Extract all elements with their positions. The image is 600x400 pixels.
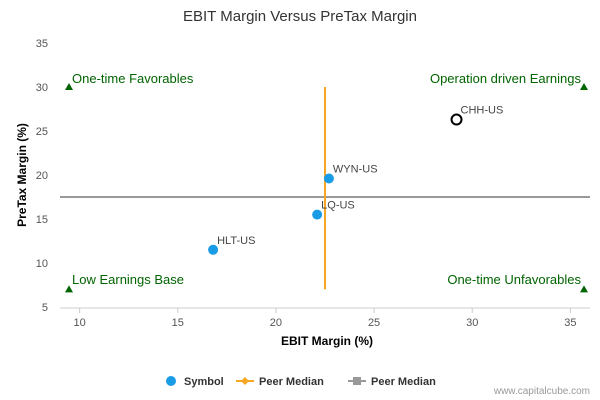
data-point-label: WYN-US	[333, 164, 378, 176]
chart-title: EBIT Margin Versus PreTax Margin	[183, 8, 417, 25]
legend-label: Peer Median	[259, 376, 324, 388]
x-tick-label: 30	[466, 317, 478, 329]
quadrant-label-bottom-right: One-time Unfavorables	[447, 272, 581, 287]
x-tick-label: 20	[270, 317, 282, 329]
legend-label: Symbol	[184, 376, 224, 388]
quadrant-marker-icon	[580, 285, 588, 293]
quadrant-marker-icon	[65, 83, 73, 90]
y-tick-label: 5	[42, 302, 48, 314]
x-tick-label: 25	[368, 317, 380, 329]
data-point	[323, 173, 334, 184]
y-axis-label: PreTax Margin (%)	[15, 123, 29, 227]
quadrant-label-bottom-left: Low Earnings Base	[72, 272, 184, 287]
y-tick-label: 35	[36, 38, 48, 50]
legend-square-icon	[353, 377, 361, 385]
quadrant-label-top-right: Operation driven Earnings	[430, 71, 582, 86]
y-tick-label: 30	[36, 82, 48, 94]
quadrant-label-top-left: One-time Favorables	[72, 71, 194, 86]
x-tick-label: 35	[564, 317, 576, 329]
data-point-label: HLT-US	[217, 235, 255, 247]
data-point	[208, 244, 219, 255]
data-point-label: CHH-US	[461, 105, 504, 117]
plot-area: 10 15 20 25 30 35 5 10 15 20 25 30 35 One-time Favora…	[36, 38, 590, 329]
y-tick-label: 20	[36, 170, 48, 182]
y-tick-label: 10	[36, 258, 48, 270]
x-axis-label: EBIT Margin (%)	[281, 334, 373, 348]
data-point-label: LQ-US	[321, 200, 355, 212]
legend: Symbol Peer Median Peer Median	[166, 376, 436, 388]
x-tick-label: 10	[74, 317, 86, 329]
data-point	[312, 209, 323, 220]
y-tick-label: 25	[36, 126, 48, 138]
quadrant-marker-icon	[580, 83, 588, 90]
quadrant-marker-icon	[65, 285, 73, 293]
legend-label: Peer Median	[371, 376, 436, 388]
x-tick-label: 15	[172, 317, 184, 329]
source-credit: www.capitalcube.com	[493, 386, 590, 397]
legend-symbol-icon	[166, 376, 176, 386]
legend-diamond-icon	[241, 377, 249, 385]
y-tick-label: 15	[36, 214, 48, 226]
data-point	[450, 113, 463, 126]
